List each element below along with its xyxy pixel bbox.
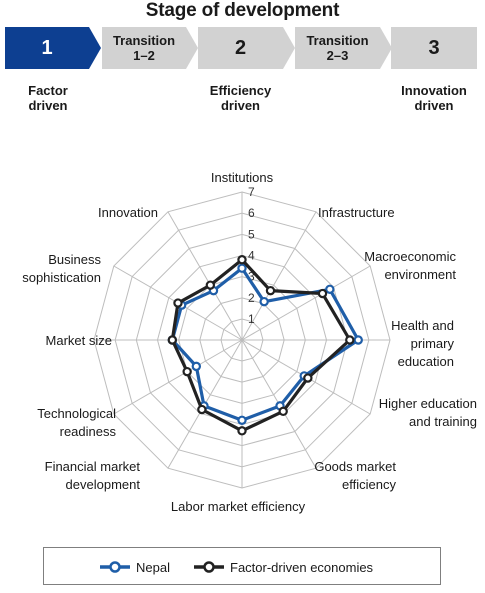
tick-label-4: 4 bbox=[248, 249, 255, 263]
axis-label-technological-readiness: Technological readiness bbox=[37, 406, 116, 439]
axis-label-innovation: Innovation bbox=[98, 205, 158, 220]
axis-label-market-size: Market size bbox=[46, 333, 112, 348]
transition-2-3-label: Transition 2–3 bbox=[306, 33, 369, 63]
axis-label-goods-market-efficiency: Goods market efficiency bbox=[314, 459, 396, 492]
stage-1-label: 1 bbox=[41, 36, 53, 59]
grid-spoke bbox=[241, 211, 317, 341]
tick-label-5: 5 bbox=[248, 227, 255, 241]
tick-label-3: 3 bbox=[248, 270, 255, 284]
tick-label-6: 6 bbox=[248, 206, 255, 220]
legend-label-factor-driven: Factor-driven economies bbox=[230, 559, 374, 575]
tick-label-1: 1 bbox=[248, 312, 255, 326]
axis-label-macroeconomic-environment: Macroeconomic environment bbox=[364, 249, 456, 282]
axis-label-health-and-primary-education: Health and primary education bbox=[391, 318, 454, 369]
data-point-factor-driven-economies bbox=[173, 298, 183, 308]
data-point-factor-driven-economies bbox=[265, 285, 276, 296]
data-point-factor-driven-economies bbox=[303, 373, 313, 383]
data-point-factor-driven-economies bbox=[278, 406, 288, 417]
data-point-factor-driven-economies bbox=[317, 288, 328, 299]
legend-swatch-nepal bbox=[100, 561, 130, 573]
efficiency-driven-label: Efficiency driven bbox=[209, 83, 272, 113]
transition-1-2-arrow bbox=[186, 27, 198, 69]
axis-label-financial-market-development: Financial market development bbox=[45, 459, 141, 492]
data-point-nepal bbox=[325, 284, 335, 294]
grid-spoke bbox=[167, 211, 243, 341]
data-point-factor-driven-economies bbox=[237, 255, 247, 265]
tick-label-7: 7 bbox=[248, 185, 255, 199]
stage-2-label: 2 bbox=[234, 36, 247, 59]
axis-label-infrastructure: Infrastructure bbox=[318, 205, 395, 220]
stage-3-label: 3 bbox=[428, 36, 440, 59]
transition-2-3-box: Transition 2–3 bbox=[295, 27, 380, 69]
chart-legend: Nepal Factor-driven economies bbox=[43, 547, 441, 585]
tick-label-2: 2 bbox=[248, 291, 255, 305]
axis-label-institutions: Institutions bbox=[211, 170, 274, 185]
data-point-factor-driven-economies bbox=[167, 335, 178, 345]
data-point-factor-driven-economies bbox=[197, 404, 207, 415]
data-point-factor-driven-economies bbox=[237, 426, 247, 436]
stage-1-box: 1 bbox=[5, 27, 89, 69]
data-point-nepal bbox=[353, 335, 363, 345]
radar-chart: 1 2 3 4 5 6 7 Institutions Infrastructure Macroe… bbox=[22, 170, 477, 514]
innovation-driven-label: Innovation driven bbox=[401, 83, 467, 113]
series-line-factor-driven-economies bbox=[170, 258, 352, 433]
stage-2-box: 2 bbox=[198, 27, 283, 69]
data-point-nepal bbox=[191, 361, 202, 372]
legend-item-factor-driven: Factor-driven economies bbox=[194, 548, 373, 586]
axis-label-business-sophistication: Business sophistication bbox=[22, 252, 101, 285]
transition-1-2-label: Transition 1–2 bbox=[112, 33, 176, 63]
data-point-factor-driven-economies bbox=[345, 335, 355, 345]
data-point-nepal bbox=[237, 263, 247, 273]
axis-label-labor-market-efficiency: Labor market efficiency bbox=[171, 499, 306, 514]
stage-3-box: 3 bbox=[391, 27, 477, 69]
data-point-factor-driven-economies bbox=[182, 366, 192, 377]
axis-label-higher-education-and-training: Higher education and training bbox=[379, 396, 477, 429]
legend-item-nepal: Nepal bbox=[100, 548, 170, 586]
page-title: Stage of development bbox=[145, 0, 340, 21]
stage-1-arrow bbox=[89, 27, 101, 69]
data-point-nepal bbox=[237, 415, 247, 425]
transition-2-3-arrow bbox=[380, 27, 392, 69]
legend-label-nepal: Nepal bbox=[136, 559, 170, 575]
transition-1-2-box: Transition 1–2 bbox=[102, 27, 186, 69]
radar-tick-labels: 1 2 3 4 5 6 7 bbox=[248, 185, 255, 326]
radar-axis-labels: Institutions Infrastructure Macroeconomic e… bbox=[22, 170, 477, 514]
factor-driven-label: Factor driven bbox=[28, 83, 68, 113]
data-point-factor-driven-economies bbox=[205, 280, 216, 290]
legend-swatch-factor-driven bbox=[194, 561, 224, 573]
grid-spoke bbox=[241, 265, 371, 341]
data-point-nepal bbox=[259, 296, 269, 307]
grid-spoke bbox=[113, 339, 243, 415]
radar-series bbox=[167, 255, 363, 436]
stage-2-arrow bbox=[283, 27, 295, 69]
